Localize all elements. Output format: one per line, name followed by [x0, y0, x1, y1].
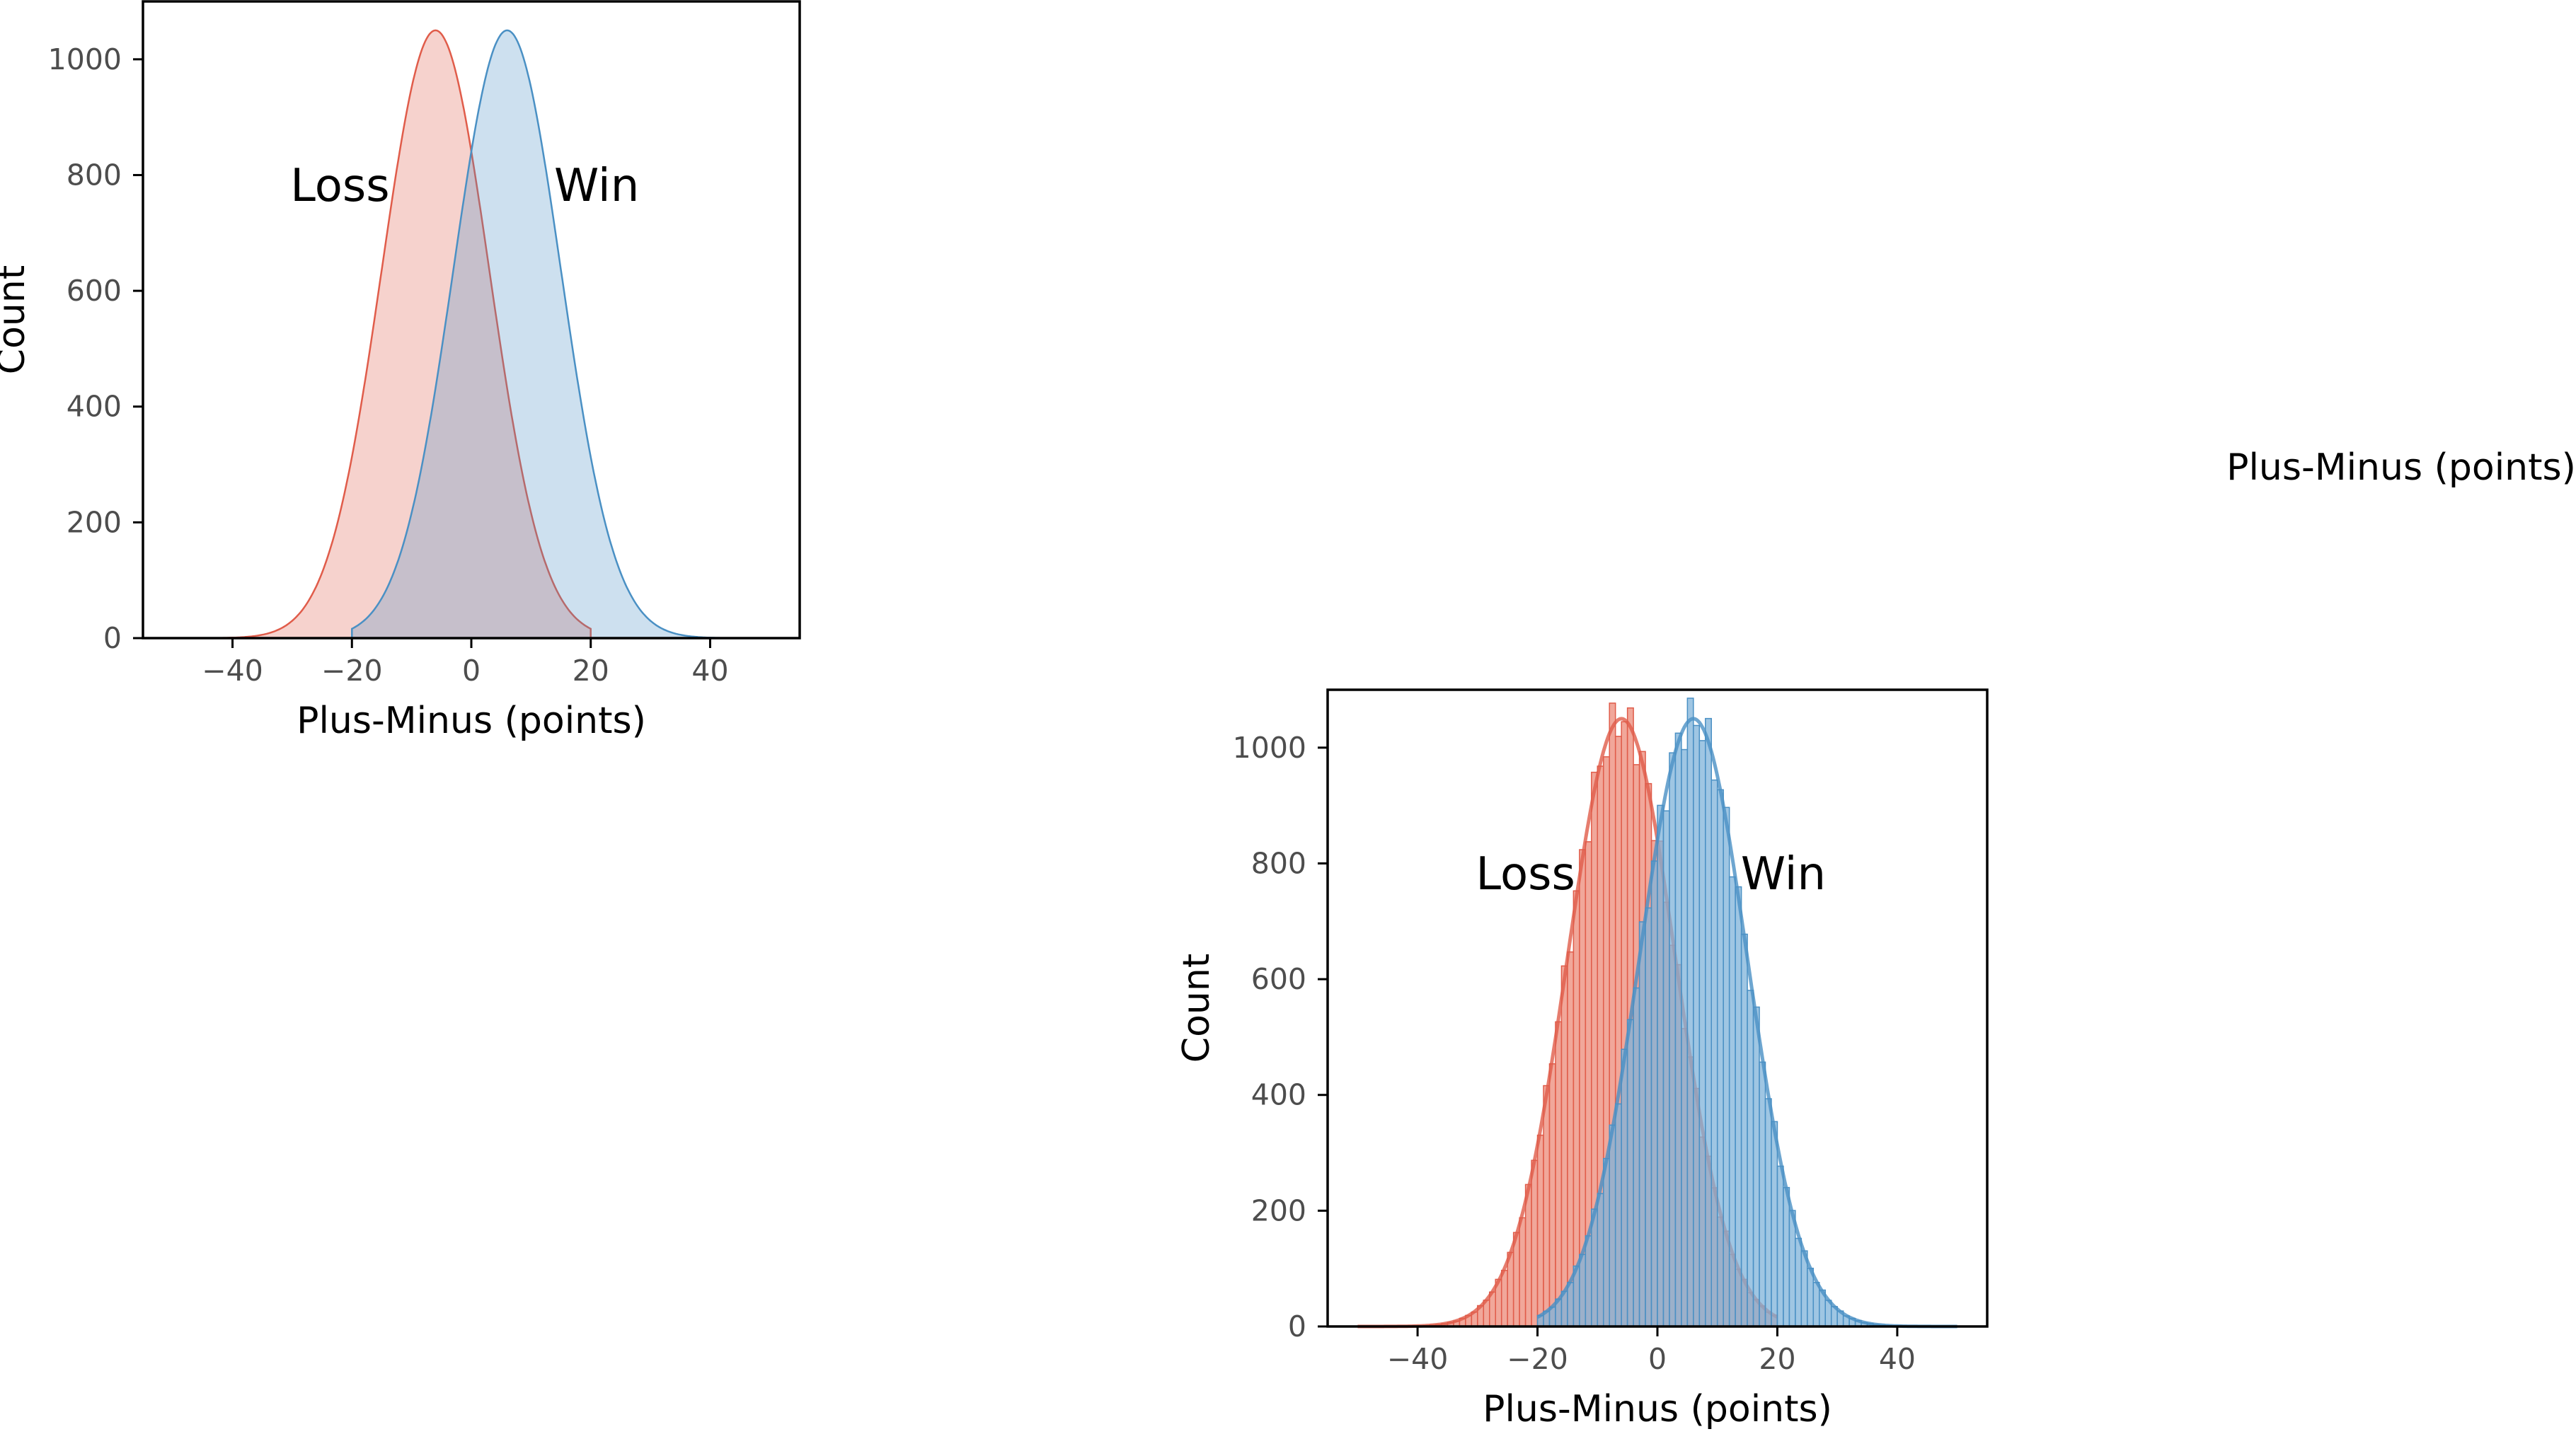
histogram-bar	[1747, 990, 1754, 1327]
x-tick-label: −20	[321, 654, 383, 688]
x-tick-label: 0	[1648, 1342, 1667, 1376]
x-tick-label: −40	[1387, 1342, 1449, 1376]
histogram-bar	[1597, 1193, 1604, 1327]
histogram-bar	[1686, 698, 1694, 1327]
y-tick-label: 200	[67, 505, 122, 539]
histogram-bar	[1674, 732, 1682, 1327]
histogram-bar	[1795, 1237, 1802, 1327]
x-tick-label: −20	[1507, 1342, 1568, 1376]
x-tick-label: 0	[462, 654, 481, 688]
histogram-bar	[1555, 1021, 1563, 1327]
histogram-bar	[1710, 779, 1718, 1327]
series-win	[1536, 698, 1957, 1329]
histogram-bar	[1638, 921, 1646, 1327]
histogram-bar	[1614, 1103, 1622, 1327]
stray-axis-label: Plus-Minus (points)	[2226, 446, 2576, 489]
histogram-bar	[1693, 724, 1701, 1327]
x-tick-label: 40	[1879, 1342, 1916, 1376]
histogram-bar	[1752, 1006, 1760, 1327]
histogram-bar	[1812, 1282, 1820, 1327]
histogram-bar	[1609, 1124, 1616, 1327]
annotation-win: Win	[1741, 848, 1826, 901]
histogram-bar	[1740, 933, 1748, 1327]
y-tick-label: 0	[103, 621, 122, 655]
histogram-bar	[1548, 1063, 1556, 1327]
histogram-bar	[1723, 806, 1730, 1327]
histogram-bar	[1626, 1019, 1634, 1327]
histogram-bar	[1705, 717, 1713, 1327]
histogram-bar	[1776, 1165, 1784, 1327]
annotation-loss: Loss	[290, 160, 389, 212]
histogram-bar	[1764, 1098, 1772, 1327]
y-tick-label: 400	[1251, 1078, 1306, 1112]
histogram-bar	[1681, 748, 1689, 1327]
histogram-bar	[1543, 1085, 1551, 1327]
histogram-bar	[1633, 987, 1640, 1327]
histogram-bar	[1728, 876, 1736, 1327]
x-tick-label: −40	[202, 654, 263, 688]
y-axis-title: Count	[1175, 954, 1218, 1063]
histogram-bar	[1531, 1160, 1539, 1327]
y-tick-label: 1000	[1233, 731, 1306, 765]
y-tick-label: 1000	[48, 42, 122, 76]
y-tick-label: 0	[1288, 1309, 1306, 1343]
x-tick-label: 20	[573, 654, 609, 688]
x-axis-title: Plus-Minus (points)	[1483, 1388, 1832, 1430]
histogram-bar	[1788, 1210, 1796, 1327]
histogram-bar	[1500, 1269, 1508, 1327]
histogram-bar	[1560, 965, 1568, 1327]
y-axis-title: Count	[0, 265, 33, 374]
y-tick-label: 400	[67, 390, 122, 424]
histogram-bar	[1519, 1217, 1526, 1327]
histogram-bar	[1669, 752, 1677, 1327]
annotation-win: Win	[554, 160, 639, 212]
y-tick-label: 600	[67, 274, 122, 308]
histogram-bar	[1698, 740, 1706, 1327]
histogram-bar	[1645, 907, 1652, 1327]
annotation-loss: Loss	[1476, 848, 1575, 901]
y-tick-label: 600	[1251, 962, 1306, 996]
y-tick-label: 200	[1251, 1193, 1306, 1227]
histogram-bar	[1567, 951, 1575, 1327]
histogram-bar	[1602, 1157, 1610, 1327]
histogram-bar	[1650, 860, 1658, 1327]
histogram-bar	[1735, 886, 1742, 1327]
x-axis-title: Plus-Minus (points)	[297, 700, 646, 742]
histogram-bar	[1759, 1061, 1766, 1327]
histogram-bar	[1579, 1254, 1587, 1327]
histogram-bar	[1585, 1235, 1592, 1327]
x-tick-label: 40	[691, 654, 728, 688]
histogram-bar	[1771, 1121, 1778, 1327]
histogram-bar	[1536, 1134, 1544, 1327]
y-tick-label: 800	[67, 158, 122, 192]
histogram-bar	[1524, 1184, 1532, 1327]
histogram-bar	[1716, 789, 1724, 1327]
y-tick-label: 800	[1251, 846, 1306, 880]
x-tick-label: 20	[1759, 1342, 1795, 1376]
histogram-bar	[1662, 810, 1670, 1327]
histogram-bar	[1657, 804, 1664, 1327]
histogram-bar	[1621, 1048, 1628, 1327]
histogram-bar	[1567, 1282, 1575, 1327]
histogram-bar	[1783, 1186, 1790, 1327]
